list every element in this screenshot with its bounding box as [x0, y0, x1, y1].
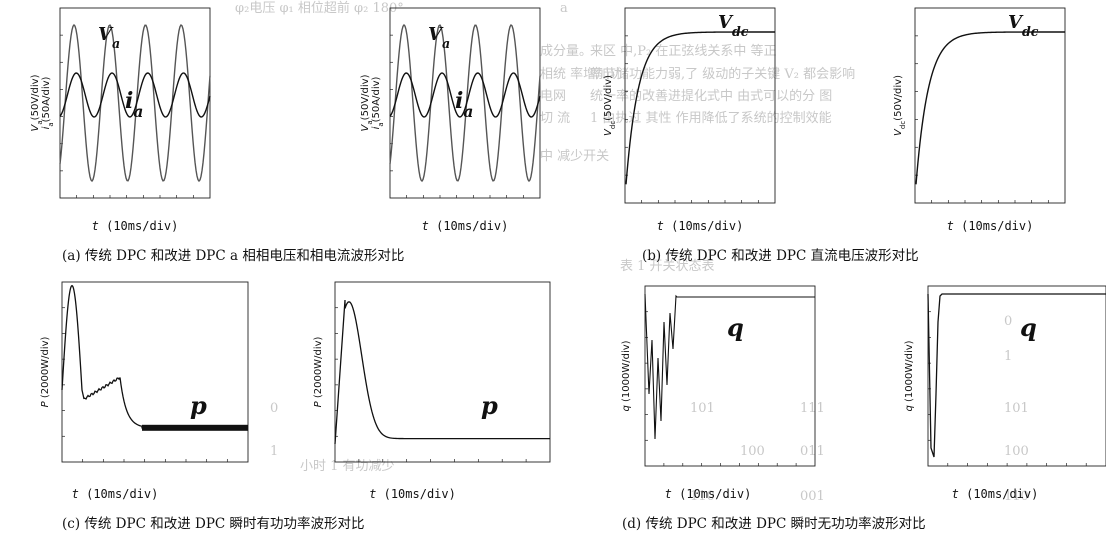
plot-frame — [644, 285, 816, 467]
annotation-voltage: Va — [98, 24, 120, 51]
series-p-line — [61, 284, 248, 429]
svg-text:011: 011 — [800, 444, 825, 459]
chart-b2: Vdc Vdc(50V/div) t (10ms/div) — [893, 7, 1066, 233]
svg-text:中 减少开关: 中 减少开关 — [540, 149, 609, 164]
svg-text:111: 111 — [800, 401, 825, 416]
svg-text:统一率的改善进提化式中 由式可以的分 图: 统一率的改善进提化式中 由式可以的分 图 — [590, 88, 832, 104]
svg-text:电网: 电网 — [540, 89, 566, 104]
x-axis-label: t (10ms/div) — [657, 219, 744, 233]
chart-d1: q q (1000W/div) t (10ms/div) — [621, 285, 816, 501]
svg-text:001: 001 — [800, 489, 825, 504]
x-axis-label: t (10ms/div) — [369, 487, 456, 501]
series-voltage-line — [389, 23, 541, 183]
svg-text:φ₂电压 φ₁ 相位超前 φ₂ 180°: φ₂电压 φ₁ 相位超前 φ₂ 180° — [235, 0, 404, 16]
y-axis-label: Vdc(50V/div) — [893, 75, 907, 136]
annotation-q: q — [1020, 313, 1037, 342]
x-axis-label: t (10ms/div) — [72, 487, 159, 501]
series-p-ripple-band — [142, 424, 248, 431]
chart-a1: Va ia Va(50V/div)ia(50A/div) t (10ms/div) — [30, 7, 211, 233]
svg-text:100: 100 — [740, 444, 765, 459]
svg-text:101: 101 — [1004, 401, 1029, 416]
x-axis-label: t (10ms/div) — [422, 219, 509, 233]
chart-d2: q q (1000W/div) t (10ms/div) — [904, 285, 1106, 501]
svg-text:100: 100 — [1004, 444, 1029, 459]
y-axis-label: q (1000W/div) — [904, 340, 915, 411]
y-axis-label-voltage: Va(50V/div) — [30, 74, 44, 131]
series-p-line — [334, 299, 550, 445]
svg-text:来区 中,P₂ 在正弦线关系中 等正: 来区 中,P₂ 在正弦线关系中 等正 — [590, 43, 777, 59]
x-axis-label: t (10ms/div) — [92, 219, 179, 233]
plot-frame — [389, 7, 541, 199]
y-axis-label: P (2000W/div) — [313, 337, 324, 408]
plot-frame — [624, 7, 776, 204]
svg-text:成分量。: 成分量。 — [540, 44, 592, 59]
chart-c2: p P (2000W/div) t (10ms/div) — [313, 281, 551, 501]
svg-text:1: 1 — [1004, 349, 1012, 364]
series-q-line — [644, 293, 815, 440]
svg-text:a: a — [560, 1, 568, 16]
plot-frame — [334, 281, 551, 463]
y-axis-label-voltage: Va(50V/div) — [360, 74, 374, 131]
y-axis-label: P (2000W/div) — [40, 337, 51, 408]
y-axis-label-current: ia(50A/div) — [371, 76, 385, 129]
svg-text:1: 1 — [270, 444, 278, 459]
svg-text:110: 110 — [690, 489, 715, 504]
x-axis-label: t (10ms/div) — [665, 487, 752, 501]
annotation-q: q — [727, 313, 744, 342]
svg-text:1 由执过 其性 作用降低了系统的控制效能: 1 由执过 其性 作用降低了系统的控制效能 — [590, 110, 832, 126]
annotation-vdc: Vdc — [1008, 12, 1039, 39]
annotation-p: p — [190, 391, 207, 420]
chart-b1: Vdc Vdc(50V/div) t (10ms/div) — [603, 7, 776, 233]
chart-a2: Va ia Va(50V/div)ia(50A/div) t (10ms/div) — [360, 7, 541, 233]
svg-text:0: 0 — [270, 401, 278, 416]
annotation-current: ia — [455, 88, 473, 121]
svg-text:率节储功能力弱,了 级动的子关键 V₂ 都会影响: 率节储功能力弱,了 级动的子关键 V₂ 都会影响 — [590, 66, 855, 82]
annotation-vdc: Vdc — [718, 12, 749, 39]
plot-frame — [927, 285, 1106, 467]
caption-a: (a) 传统 DPC 和改进 DPC a 相相电压和相电流波形对比 — [62, 248, 404, 264]
series-current-line — [59, 72, 211, 118]
bleed-through-text: φ₂电压 φ₁ 相位超前 φ₂ 180° a 来区 中,P₂ 在正弦线关系中 等… — [235, 0, 1029, 504]
plot-frame — [61, 281, 249, 463]
svg-text:0: 0 — [1004, 314, 1012, 329]
y-axis-label: Vdc(50V/div) — [603, 75, 617, 136]
annotation-voltage: Va — [428, 24, 450, 51]
x-axis-label: t (10ms/div) — [952, 487, 1039, 501]
series-q-line — [927, 293, 1106, 458]
caption-d: (d) 传统 DPC 和改进 DPC 瞬时无功功率波形对比 — [622, 515, 926, 532]
series-voltage-line — [59, 23, 211, 183]
series-dc-voltage-line — [915, 31, 1065, 185]
svg-text:小时 1 有功减少: 小时 1 有功减少 — [300, 459, 395, 474]
svg-text:表 1 开关状态表: 表 1 开关状态表 — [620, 259, 715, 274]
caption-c: (c) 传统 DPC 和改进 DPC 瞬时有功功率波形对比 — [62, 515, 365, 532]
svg-text:110: 110 — [1004, 489, 1029, 504]
captions: (a) 传统 DPC 和改进 DPC a 相相电压和相电流波形对比 (b) 传统… — [62, 248, 926, 532]
y-axis-label: q (1000W/div) — [621, 340, 632, 411]
plot-frame — [914, 7, 1066, 204]
y-axis-label-current: ia(50A/div) — [41, 76, 55, 129]
annotation-p: p — [481, 391, 498, 420]
annotation-current: ia — [125, 88, 143, 121]
svg-text:相统 率增加功: 相统 率增加功 — [540, 66, 622, 82]
plot-frame — [59, 7, 211, 199]
svg-text:切 流: 切 流 — [540, 111, 570, 126]
series-current-line — [389, 72, 541, 118]
svg-text:101: 101 — [690, 401, 715, 416]
x-axis-label: t (10ms/div) — [947, 219, 1034, 233]
caption-b: (b) 传统 DPC 和改进 DPC 直流电压波形对比 — [642, 248, 919, 264]
series-dc-voltage-line — [625, 31, 775, 185]
chart-c1: p P (2000W/div) t (10ms/div) — [40, 281, 249, 501]
